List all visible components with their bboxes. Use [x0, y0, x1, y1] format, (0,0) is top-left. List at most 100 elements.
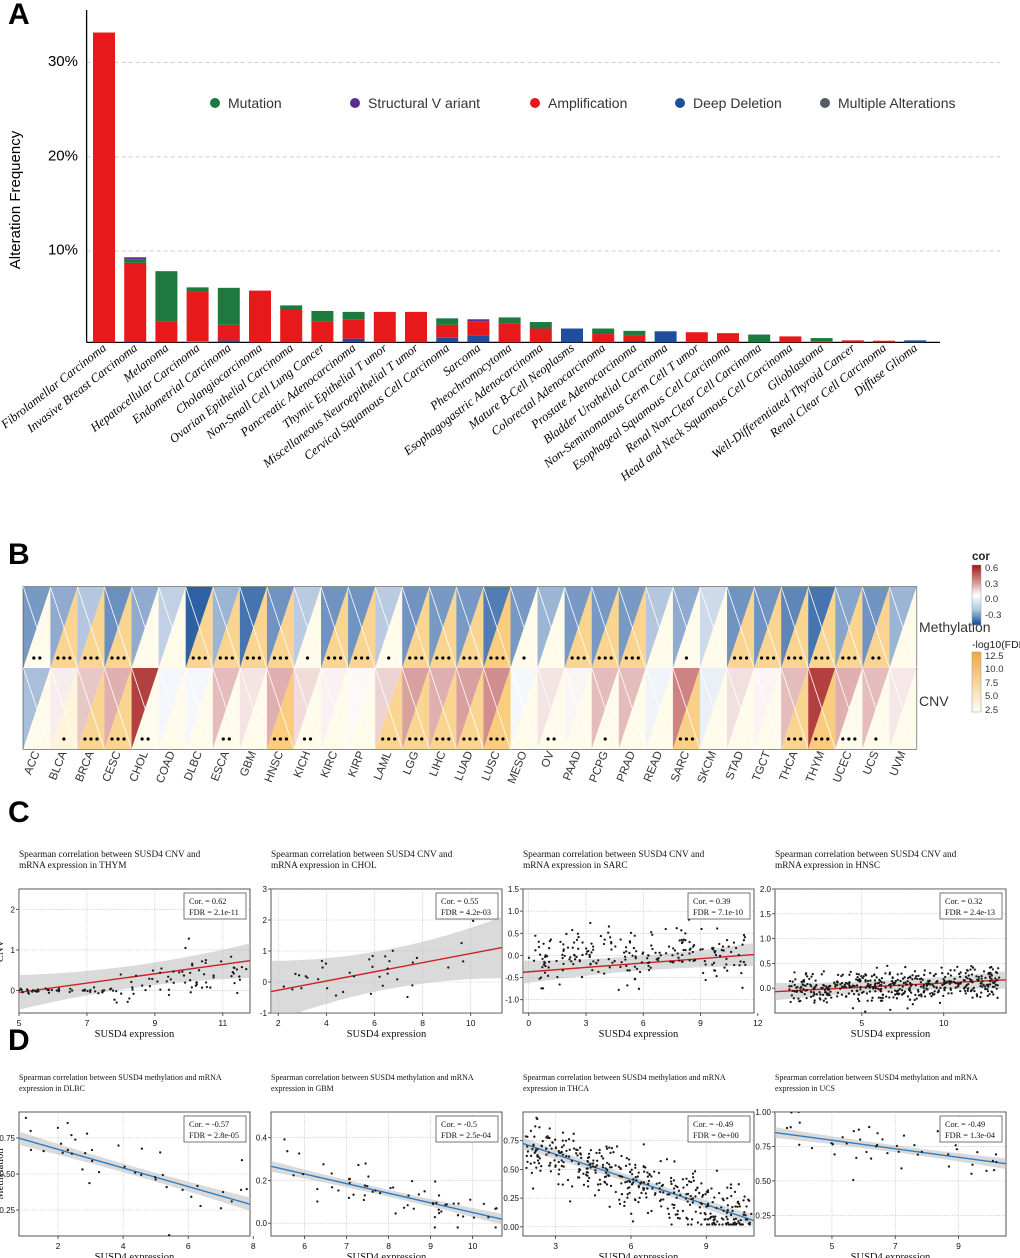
svg-text:Cor. = 0.55: Cor. = 0.55 — [441, 897, 478, 906]
svg-text:3: 3 — [584, 1018, 589, 1028]
svg-text:11: 11 — [218, 1018, 227, 1028]
svg-text:Spearman correlation between S: Spearman correlation between SUSD4 CNV a… — [19, 850, 201, 860]
svg-text:SUSD4 expression: SUSD4 expression — [347, 1252, 427, 1258]
svg-text:0.75: 0.75 — [503, 1137, 519, 1146]
svg-text:0.50: 0.50 — [503, 1165, 519, 1174]
svg-text:10: 10 — [468, 1241, 478, 1251]
svg-text:SUSD4 expression: SUSD4 expression — [599, 1252, 679, 1258]
svg-text:9: 9 — [698, 1018, 703, 1028]
svg-text:8: 8 — [386, 1241, 391, 1251]
svg-text:expression in THCA: expression in THCA — [523, 1084, 589, 1093]
svg-text:6: 6 — [629, 1241, 634, 1251]
svg-text:SUSD4 expression: SUSD4 expression — [851, 1252, 931, 1258]
svg-text:FDR = 1.3e-04: FDR = 1.3e-04 — [945, 1131, 996, 1140]
svg-text:7: 7 — [344, 1241, 349, 1251]
svg-text:6: 6 — [641, 1018, 646, 1028]
svg-text:1: 1 — [263, 947, 268, 956]
svg-text:1.00: 1.00 — [755, 1108, 771, 1117]
svg-text:0.25: 0.25 — [0, 1206, 16, 1215]
svg-text:SUSD4 expression: SUSD4 expression — [347, 1029, 427, 1040]
svg-text:Spearman correlation between S: Spearman correlation between SUSD4 CNV a… — [775, 850, 957, 860]
svg-text:5: 5 — [830, 1241, 835, 1251]
svg-text:0.5: 0.5 — [760, 959, 772, 968]
svg-text:1: 1 — [11, 946, 16, 955]
svg-text:3: 3 — [553, 1241, 558, 1251]
svg-text:6: 6 — [302, 1241, 307, 1251]
svg-text:1.5: 1.5 — [508, 885, 520, 894]
svg-text:Spearman correlation between S: Spearman correlation between SUSD4 methy… — [19, 1073, 222, 1082]
svg-text:1.0: 1.0 — [760, 935, 772, 944]
svg-text:9: 9 — [956, 1241, 961, 1251]
svg-text:0: 0 — [526, 1018, 531, 1028]
svg-text:Spearman correlation between S: Spearman correlation between SUSD4 methy… — [775, 1073, 978, 1082]
svg-text:Spearman correlation between S: Spearman correlation between SUSD4 methy… — [523, 1073, 726, 1082]
svg-text:2: 2 — [56, 1241, 61, 1251]
svg-text:Spearman correlation between S: Spearman correlation between SUSD4 CNV a… — [271, 850, 453, 860]
svg-text:FDR = 4.2e-03: FDR = 4.2e-03 — [441, 908, 491, 917]
svg-text:SUSD4 expression: SUSD4 expression — [95, 1252, 175, 1258]
svg-text:3: 3 — [263, 885, 268, 894]
svg-text:7: 7 — [893, 1241, 898, 1251]
svg-text:0.4: 0.4 — [256, 1134, 268, 1143]
svg-text:Cor. = -0.57: Cor. = -0.57 — [189, 1120, 229, 1129]
svg-text:2: 2 — [276, 1018, 281, 1028]
svg-text:FDR = 2.8e-05: FDR = 2.8e-05 — [189, 1131, 239, 1140]
svg-text:0.25: 0.25 — [755, 1211, 771, 1220]
svg-text:8: 8 — [251, 1241, 256, 1251]
svg-text:0.0: 0.0 — [256, 1219, 268, 1228]
svg-text:12: 12 — [753, 1018, 763, 1028]
svg-text:mRNA expression in SARC: mRNA expression in SARC — [523, 861, 628, 871]
svg-text:10: 10 — [466, 1018, 476, 1028]
svg-text:2: 2 — [11, 905, 16, 914]
svg-text:7: 7 — [85, 1018, 90, 1028]
svg-text:0.50: 0.50 — [755, 1177, 771, 1186]
svg-text:FDR = 2.1e-11: FDR = 2.1e-11 — [189, 908, 239, 917]
svg-text:0.25: 0.25 — [503, 1194, 519, 1203]
svg-text:0.75: 0.75 — [755, 1142, 771, 1151]
svg-text:0.00: 0.00 — [503, 1223, 519, 1232]
svg-text:9: 9 — [153, 1018, 158, 1028]
svg-text:FDR = 2.5e-04: FDR = 2.5e-04 — [441, 1131, 492, 1140]
svg-text:Cor. = -0.49: Cor. = -0.49 — [693, 1120, 733, 1129]
svg-text:5: 5 — [17, 1018, 22, 1028]
svg-text:SUSD4 expression: SUSD4 expression — [599, 1029, 679, 1040]
svg-text:Cor. = 0.39: Cor. = 0.39 — [693, 897, 730, 906]
svg-text:Spearman correlation between S: Spearman correlation between SUSD4 CNV a… — [523, 850, 705, 860]
svg-text:0.0: 0.0 — [760, 984, 772, 993]
svg-text:0.5: 0.5 — [508, 929, 520, 938]
svg-text:mRNA expression in THYM: mRNA expression in THYM — [19, 861, 127, 871]
svg-text:1.0: 1.0 — [508, 907, 520, 916]
svg-text:1.5: 1.5 — [760, 910, 772, 919]
svg-text:5: 5 — [859, 1018, 864, 1028]
svg-text:-1.0: -1.0 — [505, 996, 519, 1005]
svg-text:Spearman correlation between S: Spearman correlation between SUSD4 methy… — [271, 1073, 474, 1082]
svg-text:Cor. = 0.32: Cor. = 0.32 — [945, 897, 982, 906]
svg-text:6: 6 — [372, 1018, 377, 1028]
svg-text:SUSD4 expression: SUSD4 expression — [95, 1029, 175, 1040]
svg-text:SUSD4 expression: SUSD4 expression — [851, 1029, 931, 1040]
svg-text:FDR = 0e+00: FDR = 0e+00 — [693, 1131, 739, 1140]
svg-text:expression in UCS: expression in UCS — [775, 1084, 835, 1093]
svg-text:6: 6 — [186, 1241, 191, 1251]
svg-text:-0.5: -0.5 — [505, 974, 519, 983]
svg-text:0.2: 0.2 — [256, 1176, 268, 1185]
svg-text:2: 2 — [263, 916, 268, 925]
svg-text:expression in DLBC: expression in DLBC — [19, 1084, 85, 1093]
svg-text:0.0: 0.0 — [508, 951, 520, 960]
svg-text:-1: -1 — [260, 1009, 268, 1018]
svg-text:expression in GBM: expression in GBM — [271, 1084, 334, 1093]
svg-text:Cor. = 0.62: Cor. = 0.62 — [189, 897, 226, 906]
svg-text:mRNA expression in HNSC: mRNA expression in HNSC — [775, 861, 880, 871]
svg-text:Methylation: Methylation — [0, 1148, 6, 1200]
svg-text:Cor. = -0.5: Cor. = -0.5 — [441, 1120, 477, 1129]
svg-text:FDR = 2.4e-13: FDR = 2.4e-13 — [945, 908, 995, 917]
svg-text:9: 9 — [704, 1241, 709, 1251]
svg-text:Cor. = -0.49: Cor. = -0.49 — [945, 1120, 985, 1129]
svg-text:0: 0 — [263, 978, 268, 987]
svg-text:4: 4 — [324, 1018, 329, 1028]
svg-text:4: 4 — [121, 1241, 126, 1251]
svg-text:8: 8 — [420, 1018, 425, 1028]
svg-text:FDR = 7.1e-10: FDR = 7.1e-10 — [693, 908, 743, 917]
svg-text:2.0: 2.0 — [760, 885, 772, 894]
svg-text:0: 0 — [11, 987, 16, 996]
